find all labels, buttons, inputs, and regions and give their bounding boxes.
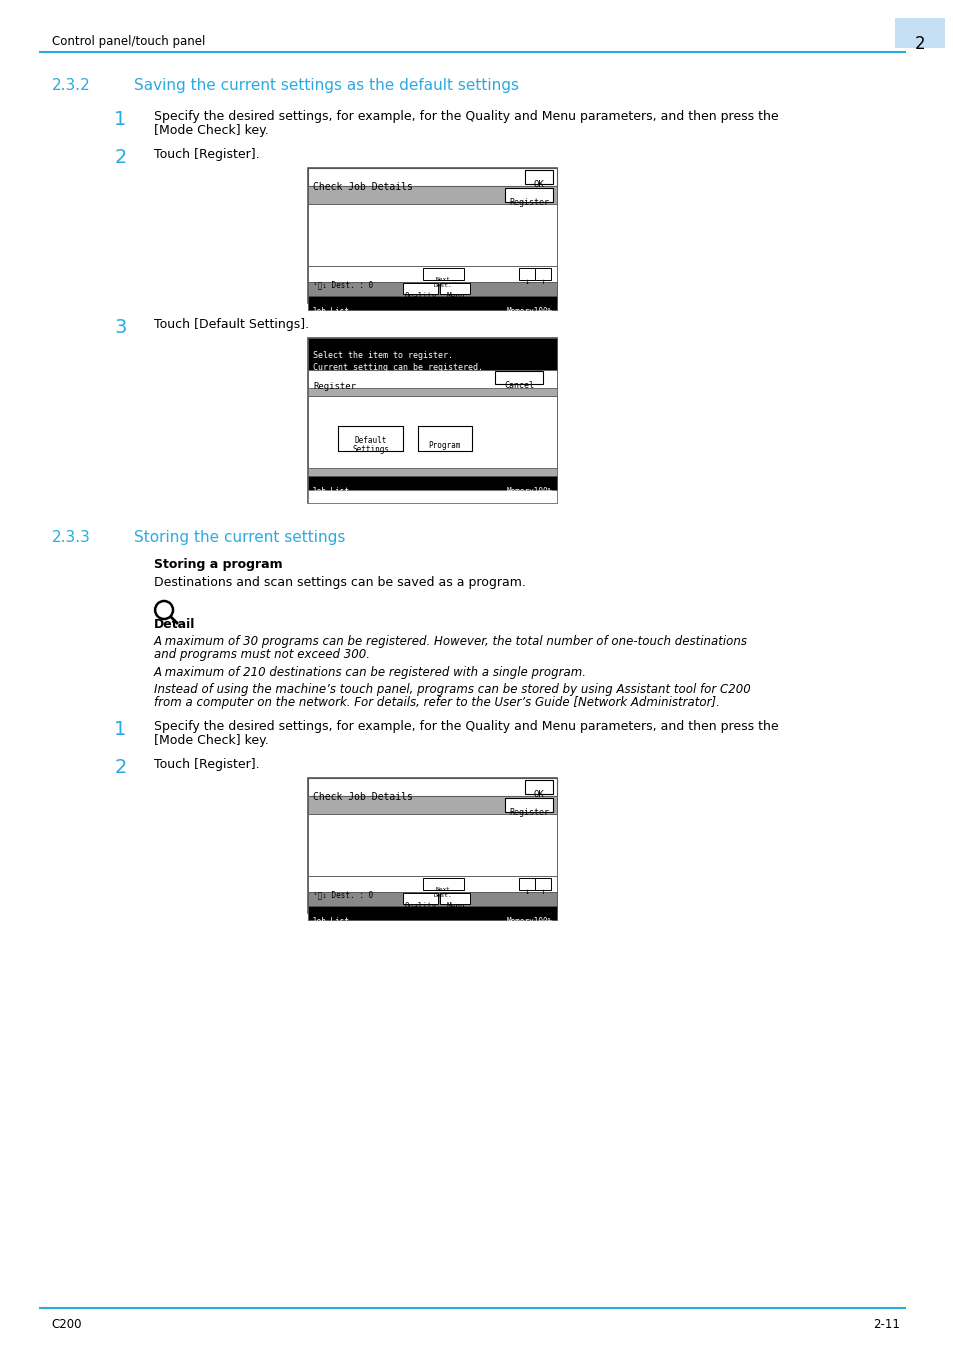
Text: 1: 1 [114, 109, 127, 130]
Text: Control panel/touch panel: Control panel/touch panel [51, 35, 205, 49]
Bar [308, 876, 557, 892]
Text: and programs must not exceed 300.: and programs must not exceed 300. [154, 648, 370, 662]
Text: OK: OK [533, 790, 544, 799]
Bar [524, 170, 553, 184]
Text: Touch [Register].: Touch [Register]. [154, 757, 259, 771]
Text: Instead of using the machine’s touch panel, programs can be stored by using Assi: Instead of using the machine’s touch pan… [154, 683, 750, 697]
Text: ↑: ↑ [539, 887, 545, 896]
Bar [308, 370, 557, 387]
Text: Program: Program [428, 441, 460, 450]
Text: ↑: ↑ [539, 277, 545, 286]
Bar [308, 167, 557, 186]
Text: Touch [Register].: Touch [Register]. [154, 148, 259, 161]
Text: Default: Default [355, 436, 387, 446]
Bar [504, 188, 553, 202]
Bar [308, 167, 557, 302]
Bar [524, 780, 553, 794]
Bar [308, 796, 557, 814]
Text: A maximum of 210 destinations can be registered with a single program.: A maximum of 210 destinations can be reg… [154, 666, 586, 679]
Bar [504, 798, 553, 811]
Bar [308, 778, 557, 796]
Bar [535, 269, 550, 279]
Bar [308, 814, 557, 876]
Bar [308, 468, 557, 477]
Text: 2-11: 2-11 [872, 1318, 899, 1331]
Text: 2.3.2: 2.3.2 [51, 78, 91, 93]
Bar [308, 490, 557, 504]
Bar [894, 18, 943, 49]
Text: 2: 2 [114, 757, 127, 778]
Text: ↓: ↓ [524, 887, 529, 896]
Bar [518, 269, 535, 279]
Text: Memory100%: Memory100% [506, 487, 553, 495]
Text: 1: 1 [114, 720, 127, 738]
Bar [422, 269, 464, 279]
Text: Settings: Settings [352, 446, 389, 454]
Bar [308, 296, 557, 310]
Text: Check Job Details: Check Job Details [313, 182, 413, 192]
Bar [308, 186, 557, 204]
Text: 2: 2 [914, 35, 924, 53]
Text: Register: Register [313, 382, 355, 391]
Text: 2.3.3: 2.3.3 [51, 531, 91, 545]
Text: [Mode Check] key.: [Mode Check] key. [154, 734, 269, 747]
Text: Current setting can be registered.: Current setting can be registered. [313, 363, 483, 373]
Bar [308, 892, 557, 906]
Text: A maximum of 30 programs can be registered. However, the total number of one-tou: A maximum of 30 programs can be register… [154, 634, 747, 648]
Bar [518, 878, 535, 890]
Bar [337, 427, 402, 451]
Bar [402, 284, 437, 294]
Text: Quality: Quality [404, 292, 436, 301]
Bar [308, 338, 557, 370]
Text: [Mode Check] key.: [Mode Check] key. [154, 124, 269, 136]
Bar [308, 204, 557, 266]
Bar [308, 282, 557, 296]
Text: Register: Register [509, 198, 548, 207]
Text: 3: 3 [114, 319, 127, 338]
Text: Next
Dest.: Next Dest. [434, 887, 453, 898]
Bar [402, 892, 437, 904]
Bar [308, 266, 557, 282]
Text: Memory100%: Memory100% [506, 917, 553, 926]
Bar [308, 906, 557, 919]
Bar [440, 892, 470, 904]
Bar [440, 284, 470, 294]
Text: from a computer on the network. For details, refer to the User’s Guide [Network : from a computer on the network. For deta… [154, 697, 720, 709]
Bar [308, 387, 557, 396]
Text: Detail: Detail [154, 618, 195, 630]
Text: OK: OK [533, 180, 544, 189]
Bar [422, 878, 464, 890]
Bar [308, 778, 557, 913]
Text: ¹⁄₁ Dest. : 0: ¹⁄₁ Dest. : 0 [313, 890, 373, 899]
Text: Job List: Job List [312, 306, 349, 316]
Bar [308, 477, 557, 490]
Text: Cancel: Cancel [503, 381, 534, 390]
Text: Specify the desired settings, for example, for the Quality and Menu parameters, : Specify the desired settings, for exampl… [154, 109, 778, 123]
Text: ¹⁄₁ Dest. : 0: ¹⁄₁ Dest. : 0 [313, 279, 373, 289]
Text: Saving the current settings as the default settings: Saving the current settings as the defau… [134, 78, 518, 93]
Text: Storing a program: Storing a program [154, 558, 282, 571]
Text: C200: C200 [51, 1318, 82, 1331]
Text: 2: 2 [114, 148, 127, 167]
Text: Quality: Quality [404, 902, 436, 911]
Text: Job List: Job List [312, 487, 349, 495]
Bar [308, 396, 557, 468]
Text: Next
Dest.: Next Dest. [434, 277, 453, 288]
Bar [417, 427, 472, 451]
Text: Check Job Details: Check Job Details [313, 792, 413, 802]
Text: ↓: ↓ [524, 277, 529, 286]
Text: Menu: Menu [446, 292, 464, 301]
Bar [535, 878, 550, 890]
Text: Storing the current settings: Storing the current settings [134, 531, 345, 545]
Bar [308, 338, 557, 504]
Text: Memory100%: Memory100% [506, 306, 553, 316]
Text: Touch [Default Settings].: Touch [Default Settings]. [154, 319, 309, 331]
Text: Job List: Job List [312, 917, 349, 926]
Text: Specify the desired settings, for example, for the Quality and Menu parameters, : Specify the desired settings, for exampl… [154, 720, 778, 733]
Text: Register: Register [509, 809, 548, 817]
Text: Destinations and scan settings can be saved as a program.: Destinations and scan settings can be sa… [154, 576, 525, 589]
Bar [495, 371, 542, 383]
Text: Select the item to register.: Select the item to register. [313, 351, 453, 360]
Text: Menu: Menu [446, 902, 464, 911]
